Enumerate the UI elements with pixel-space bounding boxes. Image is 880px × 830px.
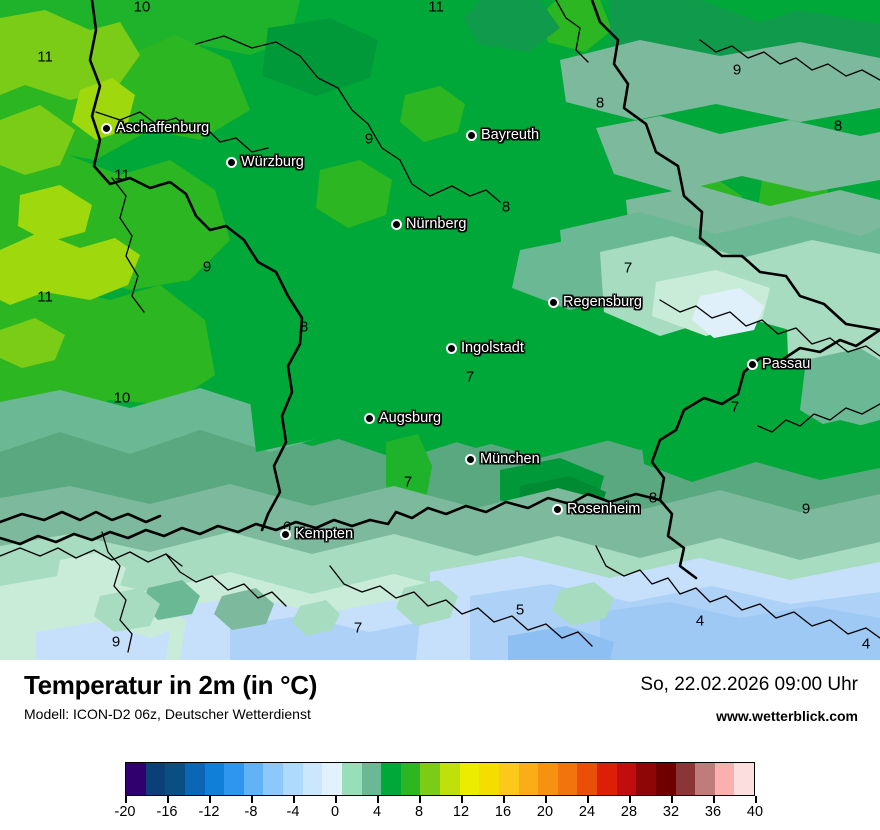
colorbar-tick-label: 0 [330,804,340,820]
colorbar-swatch [498,763,519,795]
colorbar-tick-label: -16 [156,804,178,820]
colorbar-tick-label: 36 [704,804,722,820]
colorbar-tick [335,796,337,803]
colorbar-swatch [636,763,656,795]
colorbar-tick-label: 8 [414,804,424,820]
colorbar[interactable]: -20 -16 -12 -8 -4 0 4 8 12 16 20 24 28 32 36 40 [115,762,763,820]
colorbar-tick [377,796,379,803]
colorbar-swatch [283,763,303,795]
colorbar-swatch [322,763,342,795]
legend-footer: Temperatur in 2m (in °C) Modell: ICON-D2… [0,660,880,830]
colorbar-tick [167,796,169,803]
colorbar-tick [629,796,631,803]
colorbar-tick-label: 16 [494,804,512,820]
colorbar-ticks [125,796,757,804]
colorbar-swatch [479,763,499,795]
colorbar-tick [461,796,463,803]
colorbar-swatch [224,763,244,795]
colorbar-tick-label: 24 [578,804,596,820]
colorbar-tick [419,796,421,803]
colorbar-swatch [400,763,421,795]
page-title: Temperatur in 2m (in °C) [24,670,318,700]
model-subtitle: Modell: ICON-D2 06z, Deutscher Wetterdie… [24,706,311,722]
colorbar-swatch [675,763,696,795]
colorbar-tick [671,796,673,803]
colorbar-swatch [420,763,440,795]
temperature-field [0,0,880,660]
colorbar-swatch [734,763,754,795]
colorbar-tick [293,796,295,803]
colorbar-swatch [341,763,362,795]
colorbar-tick-label: 20 [536,804,554,820]
colorbar-swatch [616,763,637,795]
colorbar-tick-label: -8 [244,804,258,820]
colorbar-swatch [204,763,225,795]
colorbar-swatch [381,763,401,795]
colorbar-tick-label: -12 [198,804,220,820]
colorbar-tick [251,796,253,803]
colorbar-swatch [302,763,323,795]
temperature-map[interactable]: 10 11 11 9 8 8 9 11 8 9 7 11 8 7 10 7 7 8 9 6 9 7 5 4 4 Aschaffe… [0,0,880,660]
colorbar-tick-label: -20 [114,804,136,820]
colorbar-swatch [655,763,676,795]
colorbar-swatch [126,763,146,795]
colorbar-gradient [125,762,755,796]
colorbar-swatch [538,763,558,795]
colorbar-tick-label: 12 [452,804,470,820]
colorbar-swatch [440,763,460,795]
colorbar-swatch [695,763,715,795]
colorbar-swatch [263,763,283,795]
forecast-datetime: So, 22.02.2026 09:00 Uhr [640,674,858,695]
colorbar-tick [125,796,127,803]
colorbar-tick-label: 40 [746,804,764,820]
colorbar-swatch [145,763,166,795]
colorbar-tick-label: 32 [662,804,680,820]
colorbar-swatch [557,763,578,795]
colorbar-swatch [459,763,480,795]
colorbar-tick [209,796,211,803]
colorbar-tick-labels: -20 -16 -12 -8 -4 0 4 8 12 16 20 24 28 32 36 40 [115,804,764,824]
colorbar-swatch [714,763,735,795]
colorbar-swatch [184,763,205,795]
colorbar-swatch [165,763,185,795]
colorbar-tick-label: 4 [372,804,382,820]
colorbar-tick [587,796,589,803]
colorbar-tick-label: 28 [620,804,638,820]
colorbar-swatch [243,763,264,795]
colorbar-swatch [577,763,597,795]
colorbar-tick [713,796,715,803]
colorbar-swatch [361,763,382,795]
colorbar-tick [755,796,757,803]
colorbar-tick-label: -4 [286,804,300,820]
colorbar-tick [545,796,547,803]
website-url: www.wetterblick.com [716,708,858,724]
colorbar-swatch [518,763,539,795]
colorbar-tick [503,796,505,803]
colorbar-swatch [597,763,617,795]
